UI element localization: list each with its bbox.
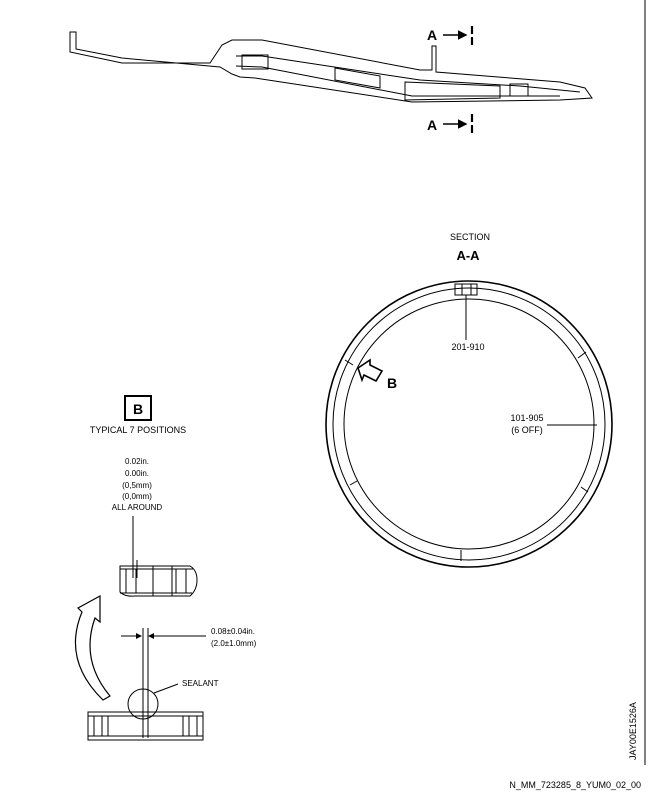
detail-piece-hatch (152, 565, 173, 597)
section-id: A-A (456, 248, 480, 263)
bottom-piece-slot-left (93, 715, 103, 737)
profile-inner-line-2 (235, 65, 560, 97)
ring-tick-4 (580, 486, 589, 493)
bottom-piece-hatch-right (147, 715, 184, 737)
bottom-piece-outline (87, 711, 204, 741)
section-marker-bottom-letter: A (427, 117, 437, 133)
profile-hatch-right (404, 81, 501, 101)
bottom-piece-slot-right (188, 715, 198, 737)
ring-tick-2 (349, 480, 358, 486)
drawing-id: JAY00E1526A (628, 702, 638, 760)
sealant-label: SEALANT (182, 679, 219, 688)
profile-block-end (509, 83, 529, 97)
curved-arrow-shape (74, 594, 111, 701)
curved-arrow (74, 594, 111, 701)
gap-line-4: (0,0mm) (122, 492, 152, 501)
detail-piece-slot-left (125, 568, 137, 594)
detail-box-letter: B (133, 401, 143, 417)
dim-line-1: 0.08±0.04in. (211, 627, 255, 636)
sealant-leader (153, 683, 179, 694)
detail-view-arrow-shape (357, 358, 384, 383)
section-title: SECTION (450, 232, 490, 242)
section-marker-bottom: A (427, 114, 474, 133)
ring-tick-1 (344, 359, 354, 366)
file-reference: N_MM_723285_8_YUM0_02_00 (509, 780, 641, 790)
section-ring (325, 280, 613, 568)
detail-arrow-letter: B (387, 375, 397, 391)
callout-segment-label-2: (6 OFF) (511, 425, 543, 435)
detail-view-arrow: B (357, 358, 397, 391)
section-marker-top: A (427, 26, 474, 48)
profile-outline (69, 31, 593, 103)
dim-line-2: (2.0±1.0mm) (211, 639, 257, 648)
section-marker-top-letter: A (427, 27, 437, 43)
detail-bottom-piece (87, 711, 204, 741)
callout-ring-label: 201-910 (451, 342, 484, 352)
gap-line-3: (0,5mm) (122, 481, 152, 490)
detail-piece-slot-right (175, 568, 187, 594)
callout-segment-label-1: 101-905 (510, 413, 543, 423)
profile-inner-line-1 (236, 55, 581, 93)
detail-caption: TYPICAL 7 POSITIONS (90, 425, 186, 435)
ring-outer-inner-circle (332, 287, 606, 561)
ring-tick-3 (577, 351, 587, 359)
gap-line-1: 0.02in. (125, 457, 149, 466)
ring-joint-top (454, 283, 478, 296)
ring-inner-circle (343, 298, 595, 550)
gap-line-5: ALL AROUND (112, 503, 163, 512)
detail-piece-outline (119, 565, 198, 597)
detail-enlarged-piece (119, 565, 198, 597)
profile-hatch-mid (334, 67, 381, 89)
ring-outer-circle (325, 280, 613, 568)
gap-line-2: 0.00in. (125, 469, 149, 478)
profile-hatch-left (241, 54, 269, 70)
profile-view (69, 31, 593, 103)
bottom-piece-hatch-left (107, 715, 144, 737)
detail-box (124, 395, 152, 421)
